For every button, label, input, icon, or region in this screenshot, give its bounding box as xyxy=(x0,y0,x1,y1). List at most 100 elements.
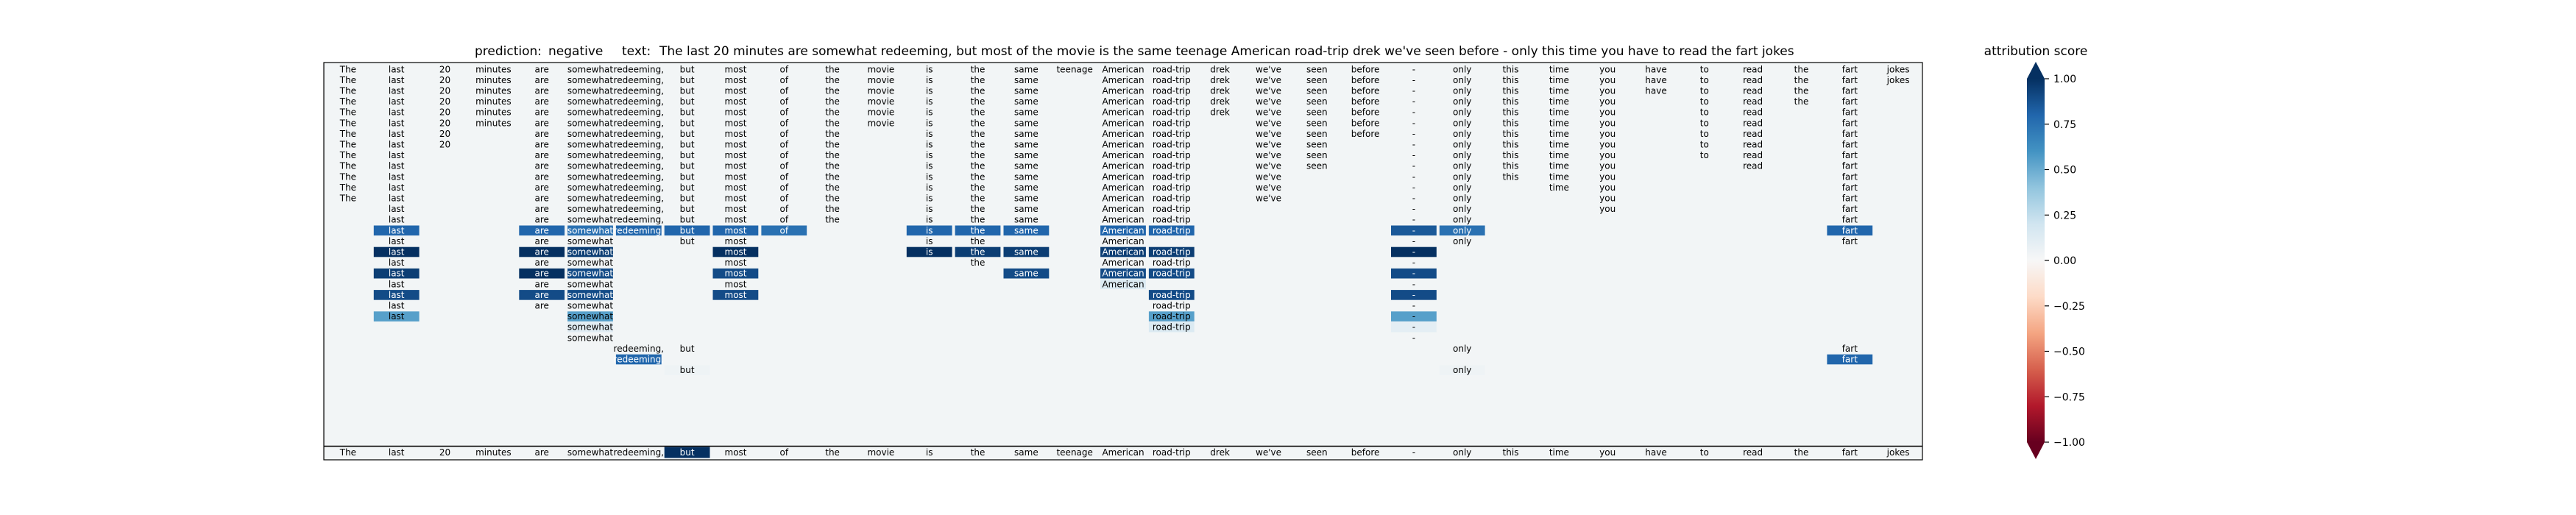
token-label: seen xyxy=(1306,64,1328,74)
token-label: but xyxy=(680,150,695,160)
token-label: fart xyxy=(1842,140,1858,150)
token-label: last xyxy=(389,301,405,311)
token-label: same xyxy=(1014,107,1038,118)
heatmap-cell xyxy=(1439,225,1485,236)
token-label: have xyxy=(1645,75,1666,85)
heatmap-cell xyxy=(567,246,613,258)
colorbar-ticks: 1.00 0.75 0.50 0.25 0.00 −0.25 −0.50 −0.75 −1.00 xyxy=(2045,74,2085,449)
token-label: last xyxy=(389,311,405,322)
token-label: before xyxy=(1351,96,1380,107)
token-label: minutes xyxy=(475,118,512,128)
token-label: redeeming, xyxy=(614,96,665,107)
token-label: only xyxy=(1453,118,1471,128)
token-label: 20 xyxy=(439,64,450,74)
token-label: the xyxy=(971,96,986,107)
token-label: of xyxy=(780,150,789,160)
token-label: the xyxy=(825,204,840,214)
token-label: movie xyxy=(867,118,894,128)
token-label: - xyxy=(1412,64,1415,74)
token-label: are xyxy=(534,118,548,128)
token-label: only xyxy=(1453,86,1471,96)
token-label: redeeming, xyxy=(614,107,665,118)
token-label: teenage xyxy=(1056,64,1092,74)
token-label: most xyxy=(725,129,747,139)
token-label: seen xyxy=(1306,96,1328,107)
token-label: The xyxy=(339,75,356,85)
token-label: - xyxy=(1412,311,1415,322)
token-label: but xyxy=(680,215,695,225)
heatmap-cell xyxy=(1100,279,1146,290)
token-label: most xyxy=(725,269,747,279)
token-label: time xyxy=(1549,140,1569,150)
token-label: somewhat xyxy=(567,258,613,268)
token-label: only xyxy=(1453,171,1471,182)
token-label: the xyxy=(971,161,986,171)
token-label: you xyxy=(1599,64,1616,74)
token-label: are xyxy=(534,225,548,235)
token-label: last xyxy=(389,247,405,258)
token-label: somewhat xyxy=(567,96,613,107)
token-label: - xyxy=(1412,236,1415,246)
token-label: - xyxy=(1412,215,1415,225)
heatmap-cell xyxy=(373,246,420,258)
token-label: we've xyxy=(1256,150,1281,160)
token-label: American xyxy=(1102,129,1144,139)
token-label: most xyxy=(725,182,747,193)
heatmap-cell xyxy=(519,268,565,279)
token-label: 20 xyxy=(439,107,450,118)
token-label: most xyxy=(725,215,747,225)
token-label: of xyxy=(780,86,789,96)
heatmap-cell xyxy=(567,311,613,322)
token-label: but xyxy=(680,171,695,182)
heatmap-cell xyxy=(955,225,1001,236)
token-label: we've xyxy=(1256,171,1281,182)
token-label: redeeming, xyxy=(614,150,665,160)
token-label: time xyxy=(1549,64,1569,74)
token-label: before xyxy=(1351,86,1380,96)
token-label: road-trip xyxy=(1153,129,1191,139)
heatmap-cell xyxy=(1391,268,1437,279)
token-label: are xyxy=(534,269,548,279)
token-label: last xyxy=(389,129,405,139)
token-label: the xyxy=(971,182,986,193)
token-label: movie xyxy=(867,64,894,74)
token-label: road-trip xyxy=(1153,290,1191,300)
colorbar-tick-label: −1.00 xyxy=(2053,437,2085,449)
token-label: the xyxy=(971,247,986,258)
heatmap-cell xyxy=(567,290,613,300)
token-label: road-trip xyxy=(1153,225,1191,235)
token-label: The xyxy=(339,193,356,204)
token-label: but xyxy=(680,96,695,107)
token-label: last xyxy=(389,258,405,268)
token-label: same xyxy=(1014,193,1038,204)
token-label: somewhat xyxy=(567,290,613,300)
summary-token: this xyxy=(1503,447,1519,458)
summary-token: minutes xyxy=(475,447,512,458)
heatmap-cell xyxy=(712,290,759,300)
token-label: last xyxy=(389,225,405,235)
token-label: seen xyxy=(1306,75,1328,85)
token-label: redeeming, xyxy=(614,171,665,182)
token-label: time xyxy=(1549,75,1569,85)
token-label: 20 xyxy=(439,96,450,107)
token-label: movie xyxy=(867,96,894,107)
heatmap-cell xyxy=(567,322,613,333)
token-label: most xyxy=(725,64,747,74)
heatmap-cell xyxy=(567,225,613,236)
token-label: American xyxy=(1102,140,1144,150)
token-label: fart xyxy=(1842,107,1858,118)
token-label: only xyxy=(1453,161,1471,171)
heatmap-cell xyxy=(1003,268,1050,279)
summary-token: American xyxy=(1102,447,1144,458)
summary-token: fart xyxy=(1842,447,1858,458)
token-label: the xyxy=(971,64,986,74)
token-label: the xyxy=(971,171,986,182)
token-label: somewhat xyxy=(567,204,613,214)
token-label: jokes xyxy=(1886,64,1910,74)
summary-token: have xyxy=(1645,447,1666,458)
token-label: American xyxy=(1102,150,1144,160)
colorbar-tick-label: −0.25 xyxy=(2053,301,2085,313)
token-label: the xyxy=(971,75,986,85)
token-label: is xyxy=(926,118,933,128)
token-label: redeeming, xyxy=(614,204,665,214)
